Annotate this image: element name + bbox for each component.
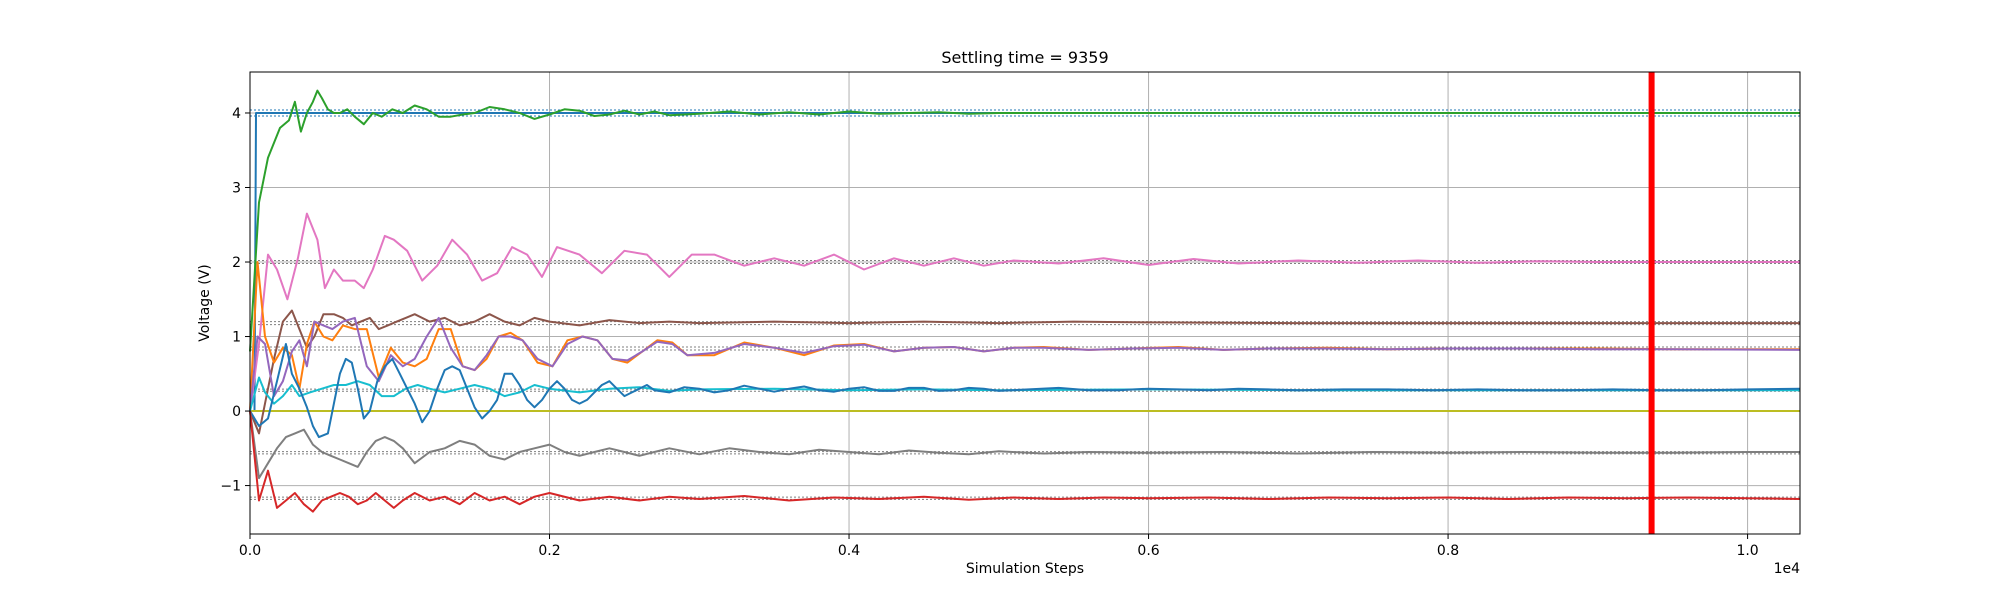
x-tick-label: 0.6	[1137, 543, 1159, 559]
y-tick-label: 0	[232, 404, 241, 420]
series-line-10	[249, 410, 1800, 480]
y-tick-label: 2	[232, 255, 241, 271]
series-group	[249, 89, 1801, 513]
x-tick-label: 0.4	[838, 543, 860, 559]
plot-area	[250, 72, 1800, 534]
y-axis-label: Voltage (V)	[197, 264, 213, 341]
y-tick-label: 4	[232, 106, 241, 122]
y-tick-label: 1	[232, 330, 241, 346]
x-axis-label: Simulation Steps	[966, 561, 1084, 577]
x-tick-label: 0.8	[1437, 543, 1459, 559]
series-line-3	[249, 89, 1800, 352]
y-tick-label: 3	[232, 181, 241, 197]
series-line-4	[249, 212, 1800, 412]
plot-frame	[249, 71, 1801, 535]
series-line-7	[249, 316, 1801, 412]
series-line-9	[249, 343, 1801, 439]
x-tick-label: 1.0	[1736, 543, 1758, 559]
chart-title: Settling time = 9359	[941, 48, 1108, 67]
series-line-11	[249, 410, 1801, 513]
axes: 0.0 0.2 0.4 0.6 0.8 1.0 −1 0 1 2 3 4	[220, 106, 1758, 559]
x-tick-label: 0.2	[538, 543, 560, 559]
x-axis-scale-label: 1e4	[1774, 561, 1801, 577]
x-tick-label: 0.0	[239, 543, 261, 559]
y-tick-label: −1	[220, 479, 241, 495]
series-line-5	[249, 309, 1800, 435]
